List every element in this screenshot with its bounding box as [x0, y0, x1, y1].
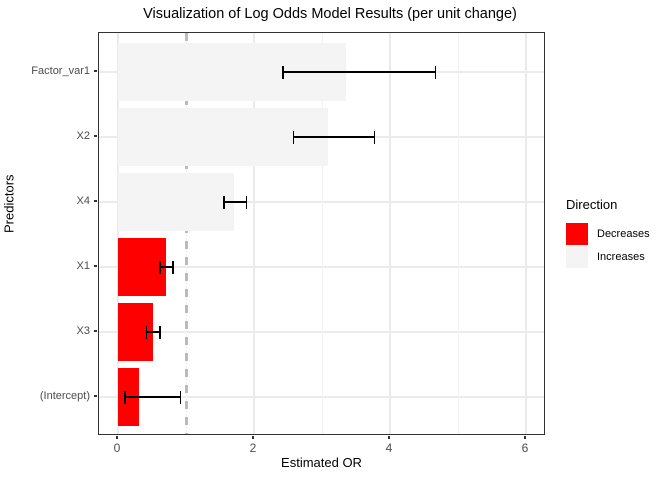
legend-item-label: Increases	[597, 251, 645, 263]
legend-key-swatch	[566, 223, 588, 245]
x-axis-tick	[252, 436, 254, 439]
x-axis-tick	[116, 436, 118, 439]
gridline-vertical-minor	[457, 33, 459, 434]
errorbar-cap-Factor_var1	[282, 65, 284, 79]
errorbar-line-X1	[160, 266, 174, 268]
errorbar-cap-X4	[245, 195, 248, 209]
y-axis-tick-label: X4	[76, 195, 90, 207]
bar-X4	[118, 173, 234, 231]
y-axis-tick-label: X2	[76, 130, 90, 142]
errorbar-line-X3	[146, 331, 161, 333]
y-axis-tick-label: X3	[76, 325, 90, 337]
x-axis-tick	[524, 436, 526, 439]
legend: Direction Decreases Increases	[566, 197, 650, 269]
x-axis-tick-label: 2	[249, 441, 257, 455]
x-axis-tick-label: 0	[113, 441, 121, 455]
legend-key-swatch	[566, 246, 588, 268]
plot-panel	[98, 32, 545, 435]
errorbar-cap-(Intercept)	[179, 390, 182, 404]
errorbar-cap-X3	[145, 325, 148, 339]
y-axis-tick	[94, 265, 97, 267]
x-axis-tick-label: 4	[385, 441, 393, 455]
chart-title: Visualization of Log Odds Model Results …	[143, 6, 517, 22]
errorbar-cap-X4	[223, 195, 225, 209]
reference-line-or-1	[184, 33, 188, 434]
y-axis-tick	[94, 135, 97, 137]
errorbar-cap-X1	[172, 260, 174, 274]
legend-item-increases: Increases	[566, 246, 650, 268]
y-axis-tick-label: X1	[76, 260, 90, 272]
y-axis-tick-label: Factor_var1	[31, 65, 90, 77]
gridline-vertical-major	[525, 33, 527, 434]
errorbar-cap-X2	[373, 130, 376, 144]
legend-item-decreases: Decreases	[566, 223, 650, 245]
gridline-vertical-major	[253, 33, 255, 434]
x-axis-title: Estimated OR	[281, 455, 362, 470]
errorbar-line-X4	[224, 201, 247, 203]
errorbar-cap-Factor_var1	[434, 65, 437, 79]
y-axis-tick	[94, 70, 97, 72]
gridline-vertical-minor	[321, 33, 323, 434]
bar-X1	[118, 238, 167, 296]
y-axis-tick	[94, 330, 97, 332]
x-axis-tick-label: 6	[521, 441, 529, 455]
errorbar-cap-X1	[159, 260, 161, 274]
y-axis-tick	[94, 395, 97, 397]
gridline-vertical-major	[389, 33, 391, 434]
errorbar-line-X2	[293, 136, 375, 138]
legend-item-label: Decreases	[597, 228, 650, 240]
errorbar-line-(Intercept)	[124, 396, 181, 398]
y-axis-tick	[94, 200, 97, 202]
errorbar-line-Factor_var1	[283, 71, 436, 73]
errorbar-cap-X3	[159, 325, 161, 339]
errorbar-cap-(Intercept)	[124, 390, 126, 404]
x-axis-tick	[388, 436, 390, 439]
legend-title: Direction	[566, 197, 618, 212]
y-axis-tick-label: (Intercept)	[39, 390, 90, 402]
gridline-vertical-major	[117, 33, 119, 434]
errorbar-cap-X2	[292, 130, 295, 144]
